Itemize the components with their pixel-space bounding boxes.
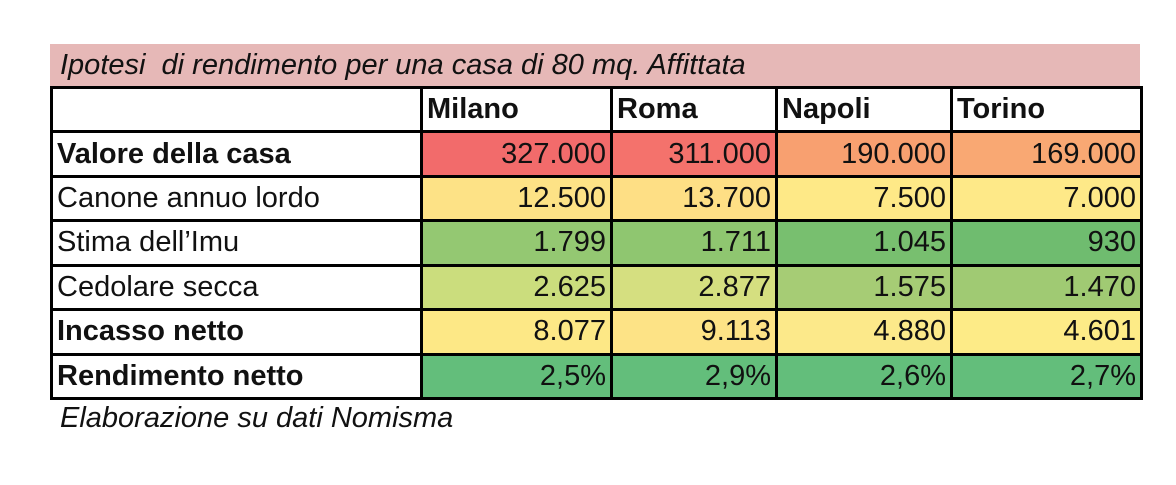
value-cell: 1.799: [420, 219, 613, 267]
value-cell: 7.500: [775, 174, 953, 223]
table-row: Canone annuo lordo 12.500 13.700 7.500 7.000: [50, 174, 1143, 223]
value-cell: 12.500: [420, 174, 613, 223]
row-label: Valore della casa: [50, 130, 423, 178]
value-cell: 311.000: [610, 130, 778, 178]
value-cell: 169.000: [950, 130, 1143, 178]
value-cell: 8.077: [420, 308, 613, 356]
yield-table: Milano Roma Napoli Torino Valore della casa 3…: [50, 85, 1143, 401]
table-row: Stima dell’Imu 1.799 1.711 1.045 930: [50, 219, 1143, 267]
table-title: Ipotesi di rendimento per una casa di 80…: [50, 44, 1140, 86]
value-cell: 1.045: [775, 219, 953, 267]
table-row: Incasso netto 8.077 9.113 4.880 4.601: [50, 308, 1143, 356]
value-cell: 4.880: [775, 308, 953, 356]
table-row: Cedolare secca 2.625 2.877 1.575 1.470: [50, 263, 1143, 312]
value-cell: 13.700: [610, 174, 778, 223]
value-cell: 2,5%: [420, 352, 613, 401]
value-cell: 1.711: [610, 219, 778, 267]
table-row: Rendimento netto 2,5% 2,9% 2,6% 2,7%: [50, 352, 1143, 401]
value-cell: 2.877: [610, 263, 778, 312]
row-label: Incasso netto: [50, 308, 423, 356]
value-cell: 190.000: [775, 130, 953, 178]
value-cell: 1.575: [775, 263, 953, 312]
value-cell: 930: [950, 219, 1143, 267]
header-cell-roma: Roma: [610, 85, 778, 134]
value-cell: 7.000: [950, 174, 1143, 223]
value-cell: 2,7%: [950, 352, 1143, 401]
row-label: Rendimento netto: [50, 352, 423, 401]
source-note: Elaborazione su dati Nomisma: [60, 402, 454, 434]
header-cell-napoli: Napoli: [775, 85, 953, 134]
value-cell: 2.625: [420, 263, 613, 312]
header-cell-milano: Milano: [420, 85, 613, 134]
row-label: Stima dell’Imu: [50, 219, 423, 267]
value-cell: 327.000: [420, 130, 613, 178]
row-label: Canone annuo lordo: [50, 174, 423, 223]
value-cell: 2,9%: [610, 352, 778, 401]
header-cell-torino: Torino: [950, 85, 1143, 134]
value-cell: 1.470: [950, 263, 1143, 312]
value-cell: 9.113: [610, 308, 778, 356]
header-row: Milano Roma Napoli Torino: [50, 85, 1143, 134]
value-cell: 4.601: [950, 308, 1143, 356]
header-corner-cell: [50, 85, 423, 134]
row-label: Cedolare secca: [50, 263, 423, 312]
table-row: Valore della casa 327.000 311.000 190.000 16…: [50, 130, 1143, 178]
value-cell: 2,6%: [775, 352, 953, 401]
